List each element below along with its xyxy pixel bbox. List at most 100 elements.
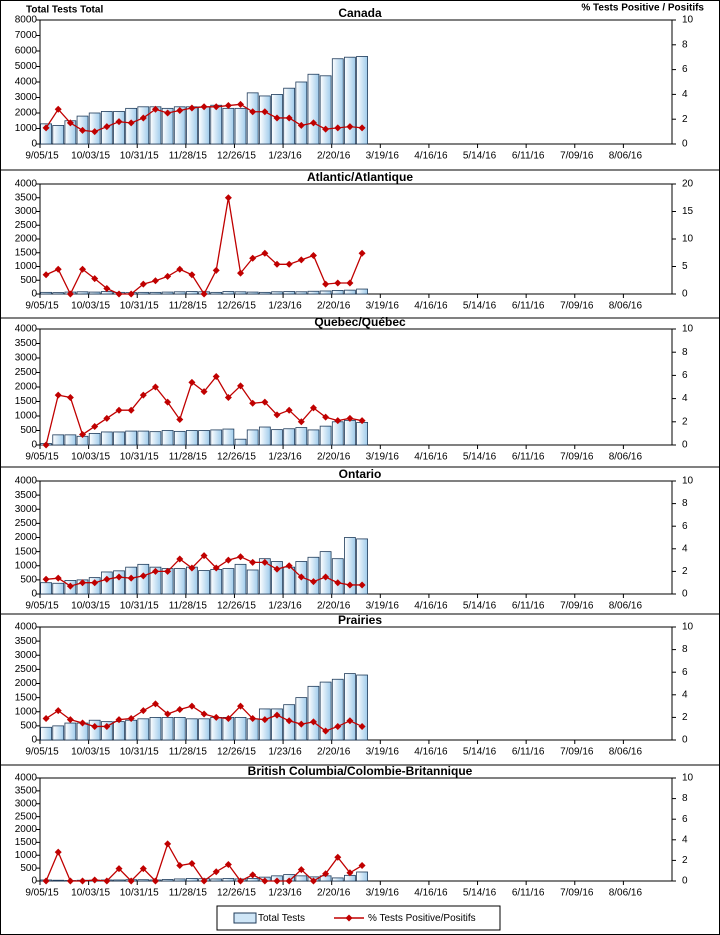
x-tick-label: 9/05/15 — [25, 452, 59, 463]
marker — [176, 705, 184, 713]
marker — [103, 285, 111, 292]
bar — [271, 429, 283, 446]
marker — [103, 575, 111, 583]
bar — [295, 697, 308, 741]
x-tick-label: 2/20/16 — [317, 747, 351, 758]
y2-tick-label: 6 — [682, 667, 688, 678]
marker — [115, 118, 123, 126]
y-tick-label: 3500 — [15, 338, 38, 349]
bar — [88, 719, 101, 741]
bar — [210, 429, 223, 446]
y2-tick-label: 10 — [682, 234, 694, 245]
bar — [258, 558, 271, 595]
marker — [285, 717, 293, 725]
x-tick-label: 12/26/15 — [217, 747, 256, 758]
x-tick-label: 11/28/15 — [169, 601, 208, 612]
y2-tick-label: 4 — [682, 543, 688, 554]
marker — [322, 280, 330, 288]
marker — [224, 715, 232, 723]
x-tick-label: 3/19/16 — [366, 301, 400, 312]
marker — [127, 119, 135, 127]
bar — [246, 291, 259, 295]
x-tick-label: 11/28/15 — [169, 151, 208, 162]
bar — [344, 289, 356, 295]
bar — [246, 429, 259, 446]
y2-tick-label: 4 — [682, 89, 688, 100]
y2-tick-label: 8 — [682, 498, 688, 509]
bar — [198, 106, 210, 145]
y-tick-label: 1500 — [15, 692, 38, 703]
bar — [161, 430, 174, 446]
bar — [173, 430, 186, 446]
x-tick-label: 6/11/16 — [512, 151, 545, 162]
bar — [125, 719, 138, 741]
bar — [113, 570, 125, 595]
marker — [103, 414, 111, 422]
bar — [356, 421, 368, 446]
bar — [113, 111, 125, 145]
marker — [79, 265, 87, 273]
bar — [186, 291, 198, 295]
marker — [66, 716, 74, 724]
y-tick-label: 0 — [31, 589, 37, 600]
bar — [52, 879, 65, 882]
bar — [198, 718, 210, 741]
y-tick-label: 4000 — [15, 179, 38, 190]
bar — [319, 551, 332, 595]
y2-tick-label: 4 — [682, 393, 688, 404]
y2-tick-label: 8 — [682, 793, 688, 804]
x-tick-label: 5/14/16 — [463, 452, 497, 463]
marker — [309, 877, 317, 885]
marker — [79, 126, 87, 134]
marker — [139, 114, 147, 122]
x-tick-label: 7/09/16 — [560, 747, 594, 758]
y-tick-label: 8000 — [15, 15, 38, 26]
bar — [295, 427, 308, 446]
bar — [356, 674, 368, 741]
x-tick-label: 10/03/15 — [71, 888, 110, 899]
y-tick-label: 0 — [31, 735, 37, 746]
marker — [91, 422, 99, 430]
bar — [356, 871, 368, 882]
bar — [210, 291, 223, 295]
marker — [297, 256, 305, 264]
marker — [176, 107, 184, 115]
x-tick-label: 6/11/16 — [512, 601, 545, 612]
marker — [273, 877, 281, 885]
x-tick-label: 9/05/15 — [25, 747, 59, 758]
x-tick-label: 9/05/15 — [25, 888, 59, 899]
x-tick-label: 4/16/16 — [414, 888, 448, 899]
marker — [346, 869, 354, 877]
bar — [137, 291, 150, 295]
bar — [307, 290, 320, 295]
bar — [222, 568, 235, 595]
x-tick-label: 5/14/16 — [463, 151, 497, 162]
marker — [91, 128, 99, 136]
x-tick-label: 1/23/16 — [268, 601, 302, 612]
y-tick-label: 0 — [31, 139, 37, 150]
bar — [234, 438, 247, 446]
marker — [139, 572, 147, 580]
y2-tick-label: 10 — [682, 15, 694, 26]
bar — [137, 106, 150, 145]
bar — [173, 568, 186, 595]
bar — [271, 708, 283, 741]
y2-tick-label: 6 — [682, 64, 688, 75]
bar — [161, 879, 174, 882]
y2-tick-label: 2 — [682, 712, 688, 723]
marker — [66, 877, 74, 885]
bar — [64, 434, 77, 446]
bar — [113, 879, 125, 882]
bar — [307, 429, 320, 446]
marker — [334, 417, 342, 425]
y2-axis-label: % Tests Positive / Positifs — [581, 3, 704, 14]
marker — [273, 565, 281, 573]
y-tick-label: 4000 — [15, 773, 38, 784]
y-tick-label: 1000 — [15, 850, 38, 861]
marker — [54, 265, 62, 273]
y2-tick-label: 0 — [682, 289, 688, 300]
x-tick-label: 10/31/15 — [120, 888, 159, 899]
marker — [285, 114, 293, 122]
y2-tick-label: 0 — [682, 139, 688, 150]
y2-tick-label: 5 — [682, 261, 688, 272]
